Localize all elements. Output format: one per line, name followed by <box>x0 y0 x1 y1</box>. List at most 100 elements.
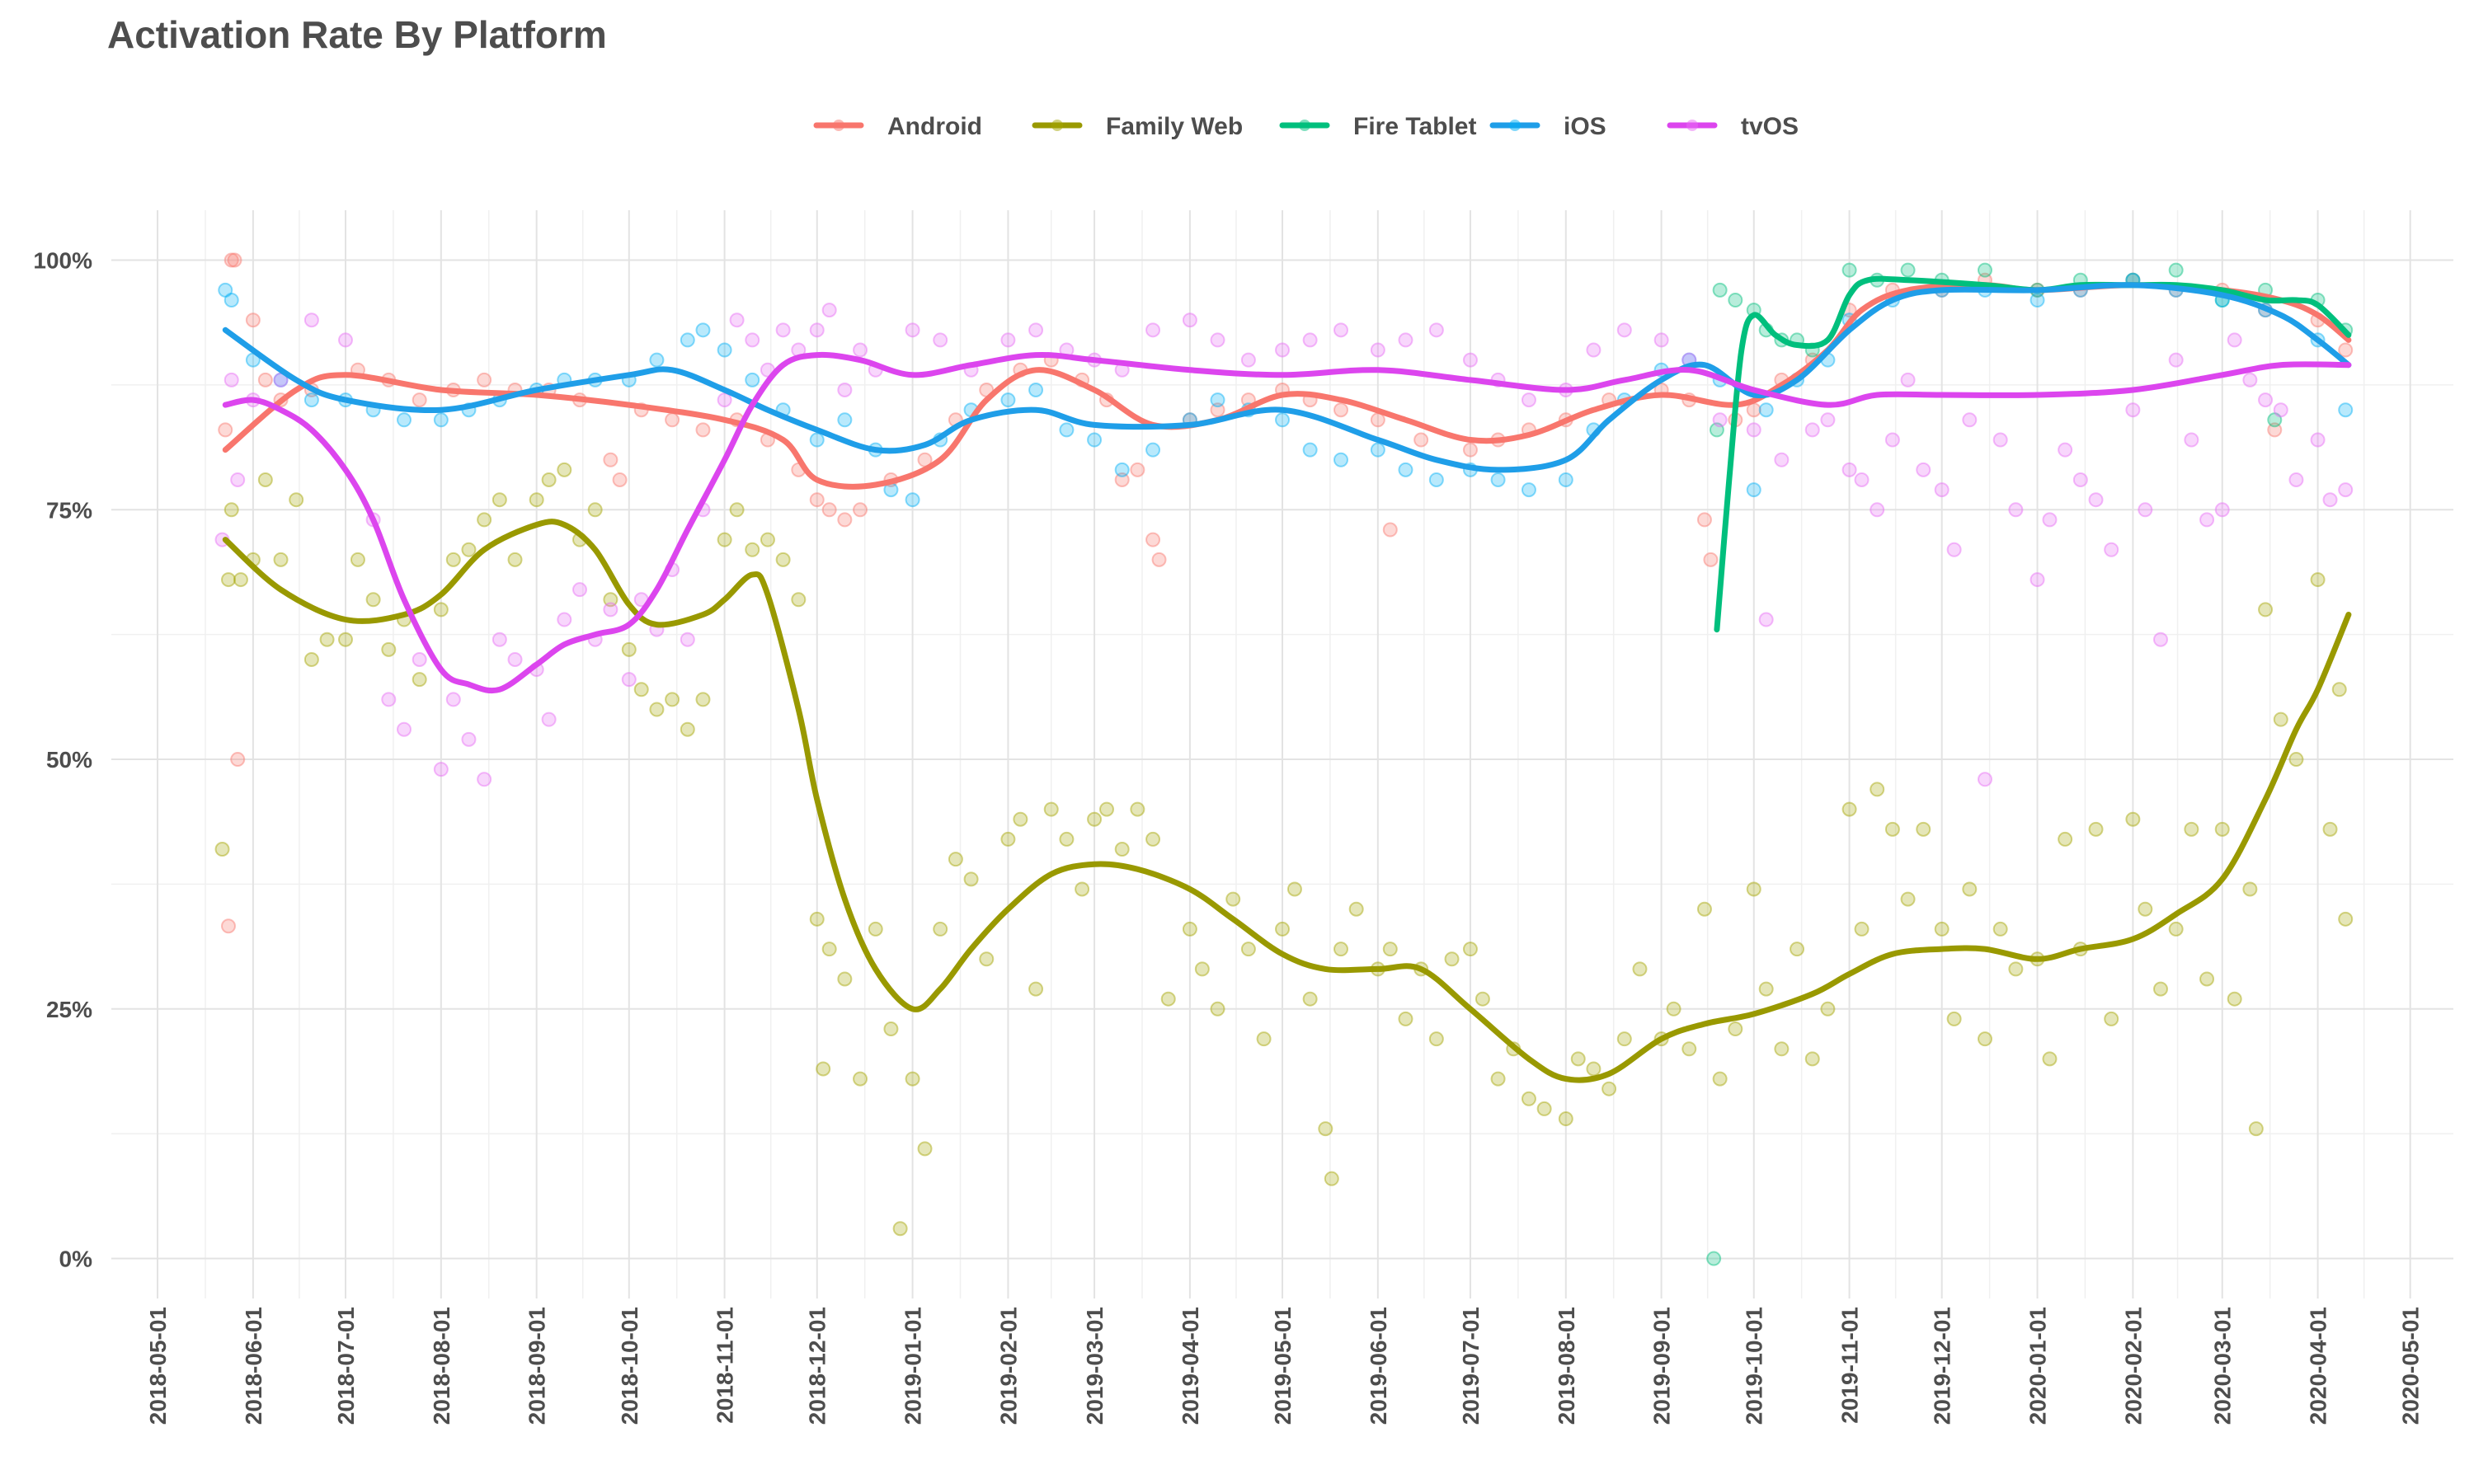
data-point <box>1464 444 1477 457</box>
legend-label: Fire Tablet <box>1353 113 1476 140</box>
legend-point <box>1051 120 1063 131</box>
data-point <box>1146 533 1159 547</box>
data-point <box>2243 373 2256 387</box>
data-point <box>231 753 244 766</box>
data-point <box>2250 1122 2263 1135</box>
data-point <box>1806 1052 1819 1065</box>
data-point <box>2312 573 2325 586</box>
data-point <box>777 553 790 566</box>
data-point <box>696 323 709 336</box>
data-point <box>1088 813 1101 826</box>
data-point <box>1618 1032 1631 1045</box>
data-point <box>2009 962 2022 975</box>
data-point <box>604 603 617 616</box>
legend-item-fire-tablet: Fire Tablet <box>1282 113 1476 140</box>
data-point <box>816 1062 830 1075</box>
y-tick-label: 50% <box>46 747 92 773</box>
data-point <box>1304 333 1317 346</box>
data-point <box>1153 553 1166 566</box>
data-point <box>2339 913 2352 926</box>
data-point <box>934 923 947 936</box>
data-point <box>854 344 867 357</box>
legend-label: Family Web <box>1106 113 1243 140</box>
data-point <box>1276 344 1289 357</box>
data-point <box>1100 803 1113 816</box>
data-point <box>1399 333 1412 346</box>
data-point <box>854 1073 867 1086</box>
data-point <box>2170 354 2183 367</box>
data-point <box>696 693 709 706</box>
data-point <box>225 503 238 516</box>
data-point <box>1948 1012 1961 1026</box>
data-point <box>2090 823 2103 836</box>
legend-item-ios: iOS <box>1493 113 1606 140</box>
data-point <box>397 413 411 426</box>
x-tick-label: 2018-07-01 <box>333 1307 359 1425</box>
data-point <box>681 333 694 346</box>
data-point <box>2228 993 2241 1006</box>
data-point <box>2312 434 2325 447</box>
data-point <box>1334 942 1348 956</box>
legend-item-android: Android <box>816 113 982 140</box>
data-point <box>509 653 522 666</box>
x-tick-label: 2018-09-01 <box>524 1307 550 1425</box>
data-point <box>1060 423 1073 436</box>
data-point <box>1559 1112 1573 1125</box>
data-point <box>823 503 836 516</box>
data-point <box>761 533 774 547</box>
x-tick-label: 2019-11-01 <box>1837 1307 1863 1424</box>
data-point <box>2200 513 2213 526</box>
data-point <box>681 633 694 646</box>
data-point <box>447 693 460 706</box>
data-point <box>1747 403 1761 416</box>
data-point <box>351 553 365 566</box>
data-point <box>1917 823 1930 836</box>
y-tick-label: 100% <box>33 248 92 274</box>
data-point <box>838 513 851 526</box>
data-point <box>1258 1032 1271 1045</box>
x-tick-label: 2019-02-01 <box>995 1307 1021 1425</box>
data-point <box>1994 923 2007 936</box>
data-point <box>1948 543 1961 556</box>
x-tick-label: 2018-10-01 <box>617 1307 642 1425</box>
data-point <box>413 653 426 666</box>
data-point <box>2126 813 2139 826</box>
data-point <box>1371 413 1385 426</box>
data-point <box>906 493 920 506</box>
data-point <box>231 473 244 486</box>
data-point <box>650 703 663 716</box>
data-point <box>1414 434 1427 447</box>
data-point <box>1304 444 1317 457</box>
data-point <box>604 453 617 467</box>
data-point <box>1146 323 1159 336</box>
smooth-lines <box>225 279 2349 1080</box>
data-point <box>1856 923 1869 936</box>
data-point <box>289 493 303 506</box>
data-point <box>2339 403 2352 416</box>
data-point <box>367 593 380 606</box>
data-point <box>1430 1032 1443 1045</box>
data-point <box>1384 942 1397 956</box>
data-point <box>1902 373 1915 387</box>
data-point <box>731 503 744 516</box>
data-point <box>2138 503 2152 516</box>
data-point <box>1935 483 1949 496</box>
data-point <box>382 693 395 706</box>
data-point <box>2105 1012 2118 1026</box>
data-point <box>1430 323 1443 336</box>
data-point <box>1698 903 1711 916</box>
data-point <box>530 493 543 506</box>
data-point <box>2339 344 2352 357</box>
data-point <box>906 1073 920 1086</box>
data-point <box>1334 453 1348 467</box>
x-tick-label: 2018-11-01 <box>713 1307 738 1424</box>
data-point <box>1334 323 1348 336</box>
data-point <box>1146 444 1159 457</box>
data-point <box>1029 983 1042 996</box>
data-point <box>854 503 867 516</box>
data-point <box>413 393 426 406</box>
data-point <box>1698 513 1711 526</box>
data-point <box>1522 483 1536 496</box>
data-point <box>777 323 790 336</box>
data-point <box>1226 893 1239 906</box>
